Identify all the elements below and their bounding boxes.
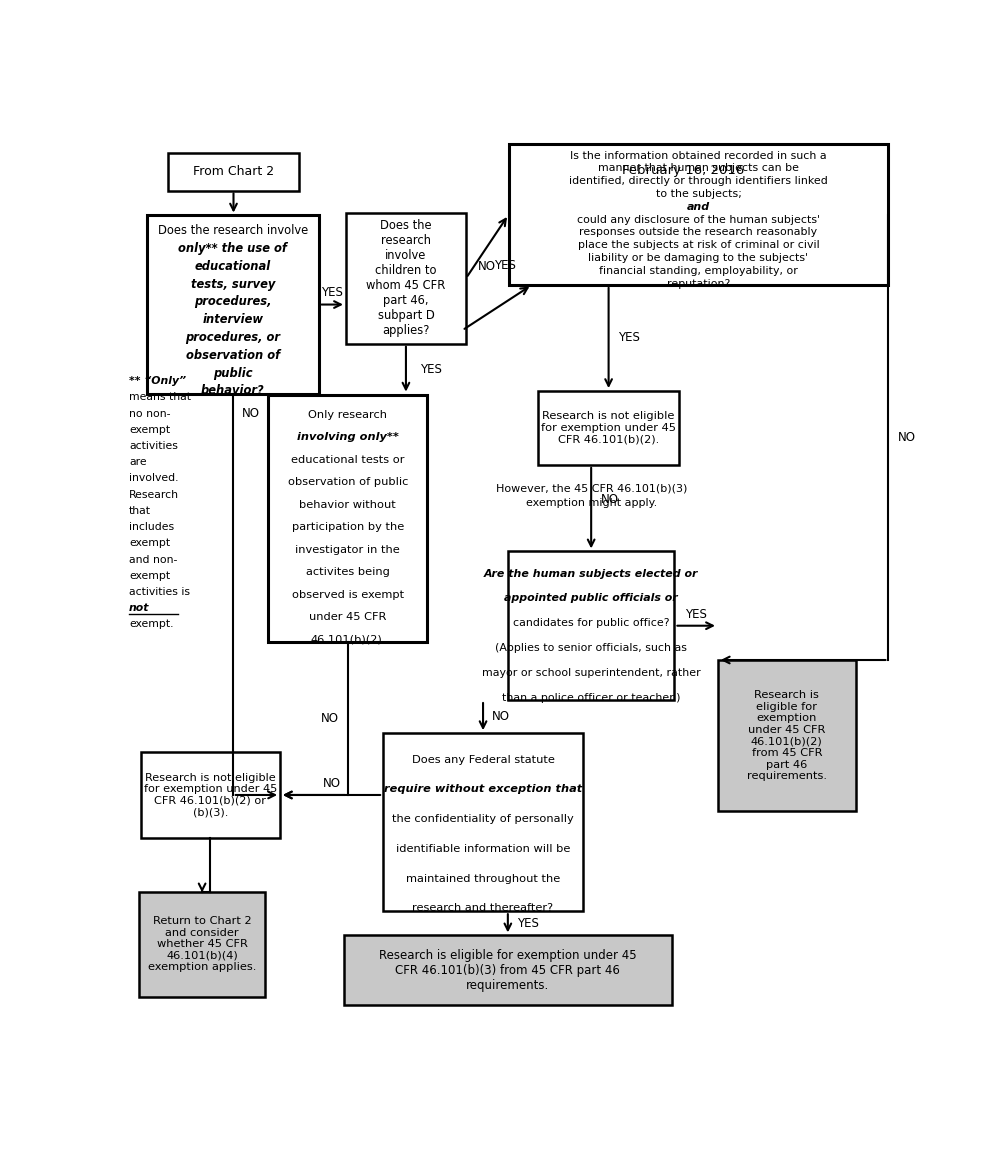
Text: educational: educational: [195, 259, 271, 273]
FancyBboxPatch shape: [718, 659, 856, 811]
Text: YES: YES: [494, 259, 516, 272]
Text: financial standing, employability, or: financial standing, employability, or: [599, 266, 798, 275]
Text: exempt.: exempt.: [129, 619, 173, 629]
Text: NO: NO: [600, 493, 618, 506]
Text: YES: YES: [420, 362, 442, 376]
Text: educational tests or: educational tests or: [291, 455, 405, 465]
Text: Are the human subjects elected or: Are the human subjects elected or: [484, 568, 698, 578]
Text: exempt: exempt: [129, 570, 170, 581]
Text: Does the
research
involve
children to
whom 45 CFR
part 46,
subpart D
applies?: Does the research involve children to wh…: [366, 220, 446, 337]
Text: activities is: activities is: [129, 587, 190, 597]
Text: tests, survey: tests, survey: [191, 278, 275, 290]
Text: observed is exempt: observed is exempt: [292, 590, 404, 600]
Text: interview: interview: [202, 314, 263, 326]
Text: maintained throughout the: maintained throughout the: [406, 874, 560, 884]
Text: Does the research involve: Does the research involve: [158, 224, 308, 237]
Text: no non-: no non-: [129, 408, 170, 419]
Text: identified, directly or through identifiers linked: identified, directly or through identifi…: [569, 176, 828, 186]
Text: Only research: Only research: [308, 410, 387, 420]
Text: observation of public: observation of public: [288, 478, 408, 487]
Text: NO: NO: [323, 776, 341, 790]
Text: activities: activities: [129, 441, 178, 451]
Text: manner that human subjects can be: manner that human subjects can be: [598, 163, 799, 174]
Text: procedures,: procedures,: [194, 295, 271, 309]
Text: Research is not eligible
for exemption under 45
CFR 46.101(b)(2) or
(b)(3).: Research is not eligible for exemption u…: [144, 773, 277, 817]
Text: behavior?: behavior?: [201, 384, 265, 398]
Text: YES: YES: [517, 916, 539, 930]
Text: appointed public officials or: appointed public officials or: [504, 594, 678, 604]
Text: the confidentiality of personally: the confidentiality of personally: [392, 815, 574, 824]
Text: under 45 CFR: under 45 CFR: [309, 612, 386, 622]
FancyBboxPatch shape: [168, 153, 299, 191]
FancyBboxPatch shape: [508, 552, 674, 700]
Text: identifiable information will be: identifiable information will be: [396, 843, 570, 854]
FancyBboxPatch shape: [268, 395, 427, 642]
Text: NO: NO: [478, 260, 496, 273]
FancyBboxPatch shape: [140, 752, 280, 838]
Text: NO: NO: [242, 407, 260, 420]
Text: exempt: exempt: [129, 538, 170, 548]
Text: NO: NO: [321, 712, 339, 725]
Text: involving only**: involving only**: [297, 433, 399, 442]
Text: only** the use of: only** the use of: [178, 242, 287, 255]
Text: means that: means that: [129, 392, 191, 403]
Text: YES: YES: [618, 331, 640, 345]
Text: Return to Chart 2
and consider
whether 45 CFR
46.101(b)(4)
exemption applies.: Return to Chart 2 and consider whether 4…: [148, 916, 256, 972]
Text: Is the information obtained recorded in such a: Is the information obtained recorded in …: [570, 150, 827, 161]
Text: ** “Only”: ** “Only”: [129, 376, 186, 386]
Text: that: that: [129, 506, 151, 516]
FancyBboxPatch shape: [344, 935, 672, 1004]
Text: are: are: [129, 457, 146, 467]
Text: activites being: activites being: [306, 567, 390, 577]
Text: includes: includes: [129, 522, 174, 532]
FancyBboxPatch shape: [538, 391, 679, 465]
Text: liability or be damaging to the subjects': liability or be damaging to the subjects…: [588, 253, 808, 263]
FancyBboxPatch shape: [139, 892, 265, 997]
Text: research and thereafter?: research and thereafter?: [412, 904, 554, 913]
Text: mayor or school superintendent, rather: mayor or school superintendent, rather: [482, 668, 701, 678]
Text: to the subjects;: to the subjects;: [656, 189, 741, 199]
Text: responses outside the research reasonably: responses outside the research reasonabl…: [579, 228, 818, 237]
Text: YES: YES: [321, 287, 343, 300]
Text: than a police officer or teacher.): than a police officer or teacher.): [502, 693, 680, 702]
Text: YES: YES: [685, 607, 707, 620]
Text: 46.101(b)(2).: 46.101(b)(2).: [310, 635, 386, 644]
Text: procedures, or: procedures, or: [185, 331, 280, 344]
Text: Does any Federal statute: Does any Federal statute: [412, 754, 554, 765]
Text: not: not: [129, 603, 149, 613]
Text: participation by the: participation by the: [292, 522, 404, 532]
FancyBboxPatch shape: [346, 213, 466, 344]
Text: NO: NO: [492, 710, 510, 723]
Text: and: and: [687, 201, 710, 212]
Text: Research is eligible for exemption under 45
CFR 46.101(b)(3) from 45 CFR part 46: Research is eligible for exemption under…: [379, 949, 637, 992]
Text: and non-: and non-: [129, 554, 177, 565]
Text: place the subjects at risk of criminal or civil: place the subjects at risk of criminal o…: [578, 241, 819, 250]
Text: behavior without: behavior without: [299, 500, 396, 510]
Text: From Chart 2: From Chart 2: [193, 165, 274, 178]
Text: observation of: observation of: [186, 348, 280, 362]
Text: However, the 45 CFR 46.101(b)(3): However, the 45 CFR 46.101(b)(3): [496, 484, 687, 493]
Text: exempt: exempt: [129, 425, 170, 435]
FancyBboxPatch shape: [383, 734, 583, 912]
Text: Research is not eligible
for exemption under 45
CFR 46.101(b)(2).: Research is not eligible for exemption u…: [541, 412, 676, 444]
Text: involved.: involved.: [129, 473, 178, 484]
FancyBboxPatch shape: [509, 145, 888, 285]
Text: exemption might apply.: exemption might apply.: [526, 499, 657, 508]
Text: could any disclosure of the human subjects': could any disclosure of the human subjec…: [577, 215, 820, 224]
Text: Research: Research: [129, 489, 179, 500]
Text: Research is
eligible for
exemption
under 45 CFR
46.101(b)(2)
from 45 CFR
part 46: Research is eligible for exemption under…: [747, 690, 827, 781]
Text: (Applies to senior officials, such as: (Applies to senior officials, such as: [495, 643, 687, 653]
Text: NO: NO: [898, 430, 916, 444]
Text: investigator in the: investigator in the: [295, 545, 400, 555]
Text: February 16, 2016: February 16, 2016: [622, 163, 744, 177]
Text: candidates for public office?: candidates for public office?: [513, 618, 669, 628]
Text: reputation?: reputation?: [667, 279, 730, 288]
Text: require without exception that: require without exception that: [384, 784, 582, 795]
FancyBboxPatch shape: [147, 215, 319, 393]
Text: public: public: [213, 367, 253, 379]
